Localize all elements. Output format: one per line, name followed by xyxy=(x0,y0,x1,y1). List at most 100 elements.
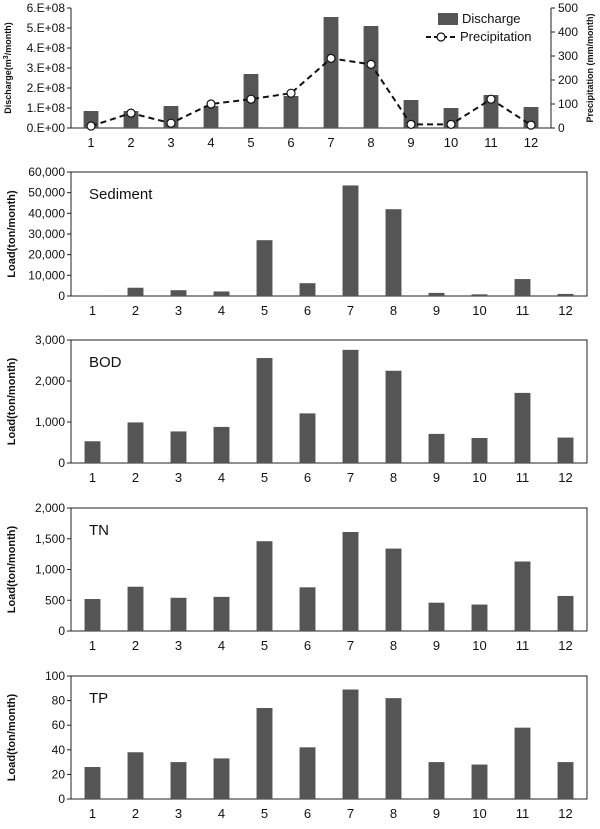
bar xyxy=(471,764,488,799)
y-axis-label: Load(ton/month) xyxy=(6,190,18,278)
bar xyxy=(363,26,379,128)
bar xyxy=(428,292,445,296)
bar xyxy=(342,349,359,463)
x-tick-label: 5 xyxy=(261,638,268,653)
x-tick-label: 5 xyxy=(261,806,268,821)
bar xyxy=(428,762,445,799)
y-tick-label: 10,000 xyxy=(28,268,65,282)
precipitation-point xyxy=(246,94,256,104)
x-tick-label: 3 xyxy=(175,806,182,821)
bar xyxy=(84,441,101,463)
x-tick-label: 1 xyxy=(89,638,96,653)
y-tick-label: 2,000 xyxy=(35,501,65,515)
y-tick-label: 3.E+08 xyxy=(27,61,66,75)
x-tick-label: 6 xyxy=(304,470,311,485)
y-axis-label: Load(ton/month) xyxy=(6,357,18,445)
x-tick-label: 7 xyxy=(347,303,354,318)
y-tick-label: 0 xyxy=(58,624,65,638)
bar xyxy=(213,291,230,296)
x-tick-label: 10 xyxy=(472,806,486,821)
precipitation-point xyxy=(526,120,536,130)
x-tick-label: 9 xyxy=(433,470,440,485)
panel-label: TN xyxy=(89,522,109,539)
x-tick-label: 12 xyxy=(558,303,572,318)
x-tick-label: 4 xyxy=(207,135,214,150)
y-tick-label: 1,500 xyxy=(35,532,65,546)
x-tick-label: 11 xyxy=(484,135,498,150)
precipitation-point xyxy=(326,53,336,64)
right-tick-label: 0 xyxy=(558,121,565,135)
x-tick-label: 7 xyxy=(347,806,354,821)
x-tick-label: 3 xyxy=(167,135,174,150)
x-tick-label: 11 xyxy=(516,806,530,821)
bar xyxy=(385,370,402,463)
x-tick-label: 6 xyxy=(304,638,311,653)
y-tick-label: 40,000 xyxy=(28,206,65,220)
bar xyxy=(256,707,273,799)
bar xyxy=(203,106,219,128)
precipitation-point xyxy=(486,94,496,104)
bar xyxy=(514,279,531,296)
precipitation-point xyxy=(126,108,136,118)
precipitation-point xyxy=(366,59,376,70)
x-tick-label: 2 xyxy=(132,638,139,653)
plot-frame xyxy=(70,507,588,632)
x-tick-label: 8 xyxy=(390,470,397,485)
x-tick-label: 2 xyxy=(127,135,134,150)
right-tick-label: 200 xyxy=(558,73,578,87)
bar xyxy=(385,548,402,631)
y-tick-label: 50,000 xyxy=(28,186,65,200)
x-tick-label: 10 xyxy=(472,303,486,318)
x-tick-label: 12 xyxy=(558,470,572,485)
x-tick-label: 7 xyxy=(327,135,334,150)
bar xyxy=(170,597,187,631)
legend-label-precipitation: Precipitation xyxy=(460,29,532,44)
x-tick-label: 10 xyxy=(444,135,458,150)
bar xyxy=(127,752,144,799)
bar xyxy=(299,587,316,631)
y-tick-label: 30,000 xyxy=(28,227,65,241)
bar xyxy=(342,185,359,296)
bar xyxy=(299,747,316,799)
y-tick-label: 0 xyxy=(58,456,65,470)
bar xyxy=(557,762,574,799)
x-tick-label: 9 xyxy=(407,135,414,150)
y-tick-label: 1,000 xyxy=(35,415,65,429)
y-axis-label-suffix: /month) xyxy=(3,22,13,55)
x-tick-label: 12 xyxy=(524,135,538,150)
bar xyxy=(127,422,144,463)
bar xyxy=(557,293,574,296)
x-tick-label: 9 xyxy=(433,638,440,653)
y-tick-label: 80 xyxy=(52,694,66,708)
bar xyxy=(514,561,531,631)
bar xyxy=(170,290,187,296)
bar xyxy=(385,698,402,799)
x-tick-label: 8 xyxy=(390,303,397,318)
x-tick-label: 3 xyxy=(175,303,182,318)
bar xyxy=(213,426,230,463)
bar xyxy=(557,595,574,631)
y-axis-label: Load(ton/month) xyxy=(6,525,18,613)
y-tick-label: 1.E+08 xyxy=(27,101,66,115)
bar xyxy=(84,767,101,799)
bar xyxy=(514,727,531,799)
bar xyxy=(483,95,499,128)
bar xyxy=(471,604,488,631)
x-tick-label: 8 xyxy=(390,806,397,821)
x-tick-label: 7 xyxy=(347,470,354,485)
bar xyxy=(557,437,574,463)
x-tick-label: 12 xyxy=(558,806,572,821)
panel-label: TP xyxy=(89,690,108,707)
bar xyxy=(127,586,144,631)
y-tick-label: 4.E+08 xyxy=(27,41,66,55)
x-tick-label: 1 xyxy=(87,135,94,150)
panel-label: BOD xyxy=(89,354,122,371)
y-tick-label: 5.E+08 xyxy=(27,21,66,35)
y-tick-label: 0 xyxy=(58,289,65,303)
plot-frame xyxy=(70,675,588,800)
x-tick-label: 5 xyxy=(247,135,254,150)
